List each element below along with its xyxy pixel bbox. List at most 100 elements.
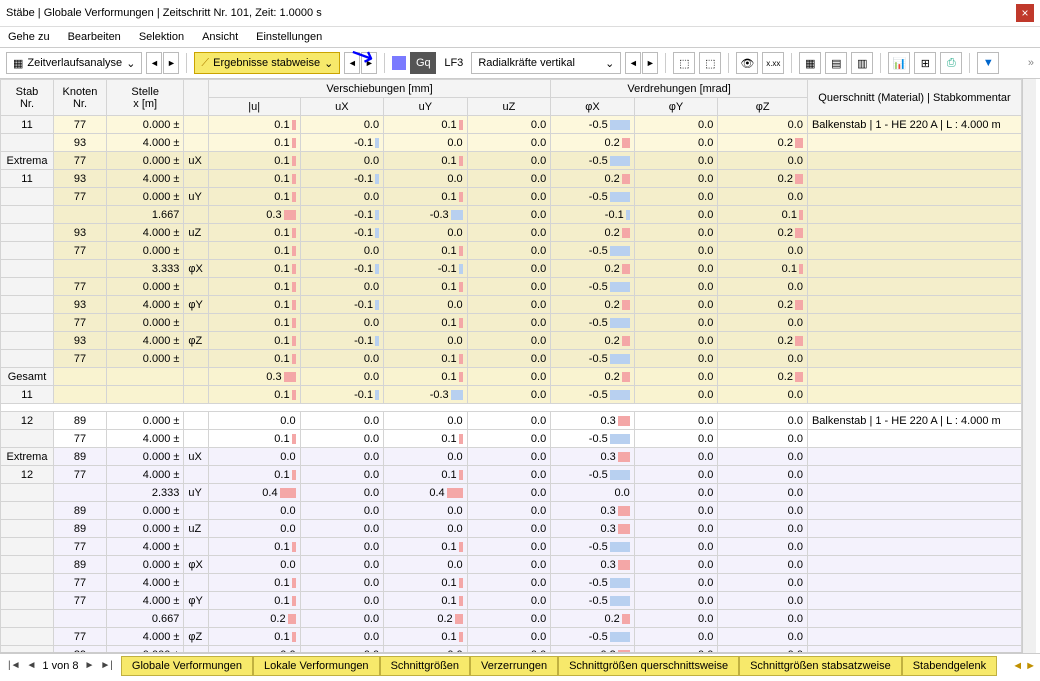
- tab-prev-button[interactable]: ◄: [1012, 660, 1023, 672]
- footer-tab-0[interactable]: Globale Verformungen: [121, 656, 253, 676]
- table-row[interactable]: 890.000 ±φX0.00.00.00.00.30.00.0: [1, 556, 1022, 574]
- tool-icon-2[interactable]: ⬚: [699, 52, 721, 74]
- eye-icon[interactable]: 👁: [736, 52, 758, 74]
- col-ux[interactable]: uX: [300, 98, 384, 116]
- table-row[interactable]: 3.333φX0.1-0.1-0.10.00.20.00.1: [1, 260, 1022, 278]
- footer: |◄ ◄ 1 von 8 ► ►| Globale VerformungenLo…: [0, 653, 1040, 677]
- footer-tab-3[interactable]: Verzerrungen: [470, 656, 558, 676]
- table-row[interactable]: 774.000 ±0.10.00.10.0-0.50.00.0: [1, 430, 1022, 448]
- results-icon: ⟋: [201, 57, 209, 70]
- filter-icon[interactable]: ▼: [977, 52, 999, 74]
- lf-color-icon[interactable]: [392, 56, 406, 70]
- next-button[interactable]: ►: [163, 52, 179, 74]
- table-row[interactable]: Gesamt0.30.00.10.00.20.00.2: [1, 368, 1022, 386]
- menu-settings[interactable]: Einstellungen: [256, 31, 322, 43]
- col-uz[interactable]: uZ: [467, 98, 551, 116]
- window-title: Stäbe | Globale Verformungen | Zeitschri…: [6, 7, 322, 19]
- table-row[interactable]: 110.1-0.1-0.30.0-0.50.00.0: [1, 386, 1022, 404]
- table-row[interactable]: 774.000 ±0.10.00.10.0-0.50.00.0: [1, 574, 1022, 592]
- first-page-button[interactable]: |◄: [8, 660, 21, 671]
- prev-button[interactable]: ◄: [625, 52, 641, 74]
- table-row[interactable]: 0.6670.20.00.20.00.20.00.0: [1, 610, 1022, 628]
- chevron-down-icon: ⌄: [324, 57, 333, 70]
- col-stab[interactable]: StabNr.: [1, 80, 54, 116]
- prev-page-button[interactable]: ◄: [27, 660, 37, 671]
- table-row[interactable]: 770.000 ±0.10.00.10.0-0.50.00.0: [1, 242, 1022, 260]
- results-dropdown[interactable]: ⟋ Ergebnisse stabweise ⌄: [194, 52, 340, 74]
- menu-edit[interactable]: Bearbeiten: [68, 31, 121, 43]
- prev-button[interactable]: ◄: [146, 52, 162, 74]
- table-row[interactable]: 774.000 ±φZ0.10.00.10.0-0.50.00.0: [1, 628, 1022, 646]
- table-row[interactable]: 770.000 ±0.10.00.10.0-0.50.00.0: [1, 278, 1022, 296]
- table-row[interactable]: 934.000 ±φY0.1-0.10.00.00.20.00.2: [1, 296, 1022, 314]
- table-icon-3[interactable]: ▥: [851, 52, 873, 74]
- col-px[interactable]: φX: [551, 98, 635, 116]
- results-table-wrap: StabNr. KnotenNr. Stellex [m] Verschiebu…: [0, 79, 1022, 653]
- chart-icon[interactable]: 📊: [888, 52, 910, 74]
- menu-goto[interactable]: Gehe zu: [8, 31, 50, 43]
- col-pz[interactable]: φZ: [718, 98, 808, 116]
- export-icon[interactable]: ⎙: [940, 52, 962, 74]
- table-row[interactable]: 1.6670.3-0.1-0.30.0-0.10.00.1: [1, 206, 1022, 224]
- pager: |◄ ◄ 1 von 8 ► ►|: [0, 660, 121, 672]
- next-button[interactable]: ►: [642, 52, 658, 74]
- col-versch[interactable]: Verschiebungen [mm]: [208, 80, 550, 98]
- col-uy[interactable]: uY: [384, 98, 468, 116]
- table-icon-2[interactable]: ▤: [825, 52, 847, 74]
- table-row[interactable]: 770.000 ±0.10.00.10.0-0.50.00.0: [1, 350, 1022, 368]
- nav-2: ◄ ►: [344, 52, 377, 74]
- table-row[interactable]: 770.000 ±uY0.10.00.10.0-0.50.00.0: [1, 188, 1022, 206]
- table-row[interactable]: Extrema770.000 ±uX0.10.00.10.0-0.50.00.0: [1, 152, 1022, 170]
- tool-icon-1[interactable]: ⬚: [673, 52, 695, 74]
- more-icon[interactable]: »: [1028, 57, 1034, 69]
- last-page-button[interactable]: ►|: [100, 660, 113, 671]
- col-knoten[interactable]: KnotenNr.: [53, 80, 106, 116]
- footer-tab-5[interactable]: Schnittgrößen stabsatzweise: [739, 656, 902, 676]
- tab-next-button[interactable]: ►: [1025, 660, 1036, 672]
- table-row[interactable]: Extrema890.000 ±uX0.00.00.00.00.30.00.0: [1, 448, 1022, 466]
- footer-tabs: Globale VerformungenLokale VerformungenS…: [121, 656, 1008, 676]
- grid-icon-2[interactable]: ⊞: [914, 52, 936, 74]
- table-row[interactable]: 11934.000 ±0.1-0.10.00.00.20.00.2: [1, 170, 1022, 188]
- footer-tab-6[interactable]: Stabendgelenk: [902, 656, 997, 676]
- next-button[interactable]: ►: [361, 52, 377, 74]
- footer-tab-4[interactable]: Schnittgrößen querschnittsweise: [558, 656, 739, 676]
- table-row[interactable]: 934.000 ±uZ0.1-0.10.00.00.20.00.2: [1, 224, 1022, 242]
- table-icon-1[interactable]: ▦: [799, 52, 821, 74]
- lf-box[interactable]: Gq: [410, 52, 436, 74]
- menu-view[interactable]: Ansicht: [202, 31, 238, 43]
- loadcase-dropdown[interactable]: Radialkräfte vertikal ⌄: [471, 52, 621, 74]
- table-row[interactable]: 890.000 ±0.00.00.00.00.30.00.0: [1, 502, 1022, 520]
- col-stelle[interactable]: Stellex [m]: [106, 80, 183, 116]
- nav-3: ◄ ►: [625, 52, 658, 74]
- prev-button[interactable]: ◄: [344, 52, 360, 74]
- table-row[interactable]: 934.000 ±0.1-0.10.00.00.20.00.2: [1, 134, 1022, 152]
- decimal-icon[interactable]: x.xx: [762, 52, 784, 74]
- menu-selection[interactable]: Selektion: [139, 31, 184, 43]
- col-verdr[interactable]: Verdrehungen [mrad]: [551, 80, 808, 98]
- analysis-dropdown[interactable]: ▦ Zeitverlaufsanalyse ⌄: [6, 52, 142, 74]
- close-button[interactable]: ×: [1016, 4, 1034, 22]
- col-u[interactable]: |u|: [208, 98, 300, 116]
- col-type[interactable]: [184, 80, 208, 116]
- footer-tab-1[interactable]: Lokale Verformungen: [253, 656, 380, 676]
- table-row[interactable]: 770.000 ±0.10.00.10.0-0.50.00.0: [1, 314, 1022, 332]
- table-row[interactable]: 774.000 ±0.10.00.10.0-0.50.00.0: [1, 538, 1022, 556]
- table-row[interactable]: 890.000 ±uZ0.00.00.00.00.30.00.0: [1, 520, 1022, 538]
- menubar: Gehe zu Bearbeiten Selektion Ansicht Ein…: [0, 27, 1040, 48]
- table-row[interactable]: 890.000 ±0.00.00.00.00.30.00.0: [1, 646, 1022, 654]
- col-qs[interactable]: Querschnitt (Material) | Stabkommentar: [807, 80, 1021, 116]
- table-row[interactable]: 2.333uY0.40.00.40.00.00.00.0: [1, 484, 1022, 502]
- col-py[interactable]: φY: [634, 98, 718, 116]
- table-row[interactable]: 12774.000 ±0.10.00.10.0-0.50.00.0: [1, 466, 1022, 484]
- nav-1: ◄ ►: [146, 52, 179, 74]
- table-row[interactable]: 12890.000 ±0.00.00.00.00.30.00.0Balkenst…: [1, 412, 1022, 430]
- chevron-down-icon: ⌄: [605, 57, 614, 70]
- table-row[interactable]: 11770.000 ±0.10.00.10.0-0.50.00.0Balkens…: [1, 116, 1022, 134]
- scrollbar[interactable]: [1022, 79, 1036, 653]
- next-page-button[interactable]: ►: [85, 660, 95, 671]
- table-row[interactable]: 934.000 ±φZ0.1-0.10.00.00.20.00.2: [1, 332, 1022, 350]
- titlebar: Stäbe | Globale Verformungen | Zeitschri…: [0, 0, 1040, 27]
- footer-tab-2[interactable]: Schnittgrößen: [380, 656, 470, 676]
- table-row[interactable]: 774.000 ±φY0.10.00.10.0-0.50.00.0: [1, 592, 1022, 610]
